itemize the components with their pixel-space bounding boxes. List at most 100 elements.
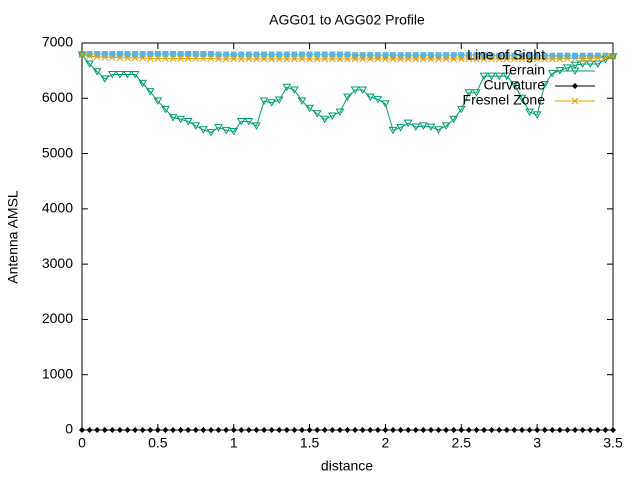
point (283, 427, 290, 433)
legend-label: Curvature (484, 77, 546, 93)
point (465, 55, 473, 63)
point (145, 88, 155, 96)
point (336, 51, 343, 58)
point (236, 118, 246, 126)
point (547, 69, 557, 78)
point (101, 54, 109, 61)
point (420, 55, 427, 63)
point (548, 55, 556, 63)
point (473, 55, 480, 63)
point (100, 75, 110, 83)
y-tick-label: 7000 (42, 34, 73, 50)
point (183, 118, 193, 126)
point (427, 52, 434, 59)
y-tick-label: 4000 (42, 200, 73, 216)
point (541, 427, 548, 433)
point (116, 54, 124, 62)
point (495, 55, 503, 63)
point (230, 427, 237, 433)
point (305, 104, 314, 113)
point (298, 51, 305, 58)
point (502, 72, 512, 81)
point (116, 51, 123, 58)
point (518, 55, 526, 63)
point (154, 51, 161, 58)
point (314, 51, 321, 58)
point (184, 55, 192, 62)
point (336, 55, 344, 63)
point (207, 51, 214, 58)
point (496, 427, 503, 433)
point (215, 55, 222, 63)
point (435, 52, 442, 59)
point (556, 55, 564, 63)
point (359, 52, 366, 59)
point (382, 427, 389, 433)
point (458, 427, 465, 433)
point (267, 99, 277, 107)
point (260, 55, 268, 63)
point (306, 55, 313, 63)
point (177, 55, 184, 62)
point (435, 427, 442, 433)
point (238, 51, 245, 58)
point (139, 54, 147, 62)
point (139, 51, 146, 58)
point (473, 52, 480, 59)
point (556, 427, 563, 433)
point (329, 427, 336, 433)
legend-label: Line of Sight (467, 47, 545, 63)
point (594, 54, 602, 62)
point (343, 93, 352, 102)
point (313, 55, 321, 63)
point (306, 427, 313, 433)
point (465, 427, 472, 433)
point (488, 427, 495, 433)
point (291, 51, 298, 58)
point (549, 52, 556, 59)
x-tick-label: 2.5 (452, 435, 472, 451)
point (344, 427, 351, 433)
point (389, 55, 397, 63)
point (533, 55, 541, 63)
point (261, 51, 268, 58)
point (154, 427, 161, 433)
point (405, 52, 412, 59)
point (200, 51, 207, 58)
point (411, 123, 421, 132)
point (297, 97, 307, 106)
point (563, 64, 572, 72)
y-tick-label: 2000 (42, 310, 73, 326)
point (412, 52, 419, 59)
point (396, 124, 405, 132)
point (585, 60, 595, 69)
point (268, 427, 275, 433)
point (344, 51, 351, 58)
point (259, 97, 269, 106)
point (426, 123, 436, 132)
point (170, 51, 177, 58)
point (162, 427, 169, 433)
x-tick-label: 0.5 (148, 435, 168, 451)
point (79, 427, 85, 433)
point (366, 55, 374, 63)
point (572, 427, 579, 433)
point (382, 52, 389, 59)
point (253, 55, 260, 63)
y-tick-label: 6000 (42, 89, 73, 105)
point (594, 52, 601, 59)
point (336, 427, 343, 433)
point (525, 108, 534, 117)
point (283, 51, 290, 58)
point (124, 427, 131, 433)
point (276, 51, 283, 58)
point (123, 71, 132, 79)
point (291, 427, 298, 433)
point (192, 51, 199, 58)
point (420, 52, 427, 59)
point (374, 427, 381, 433)
point (435, 55, 442, 63)
point (350, 86, 360, 94)
point (397, 52, 404, 59)
